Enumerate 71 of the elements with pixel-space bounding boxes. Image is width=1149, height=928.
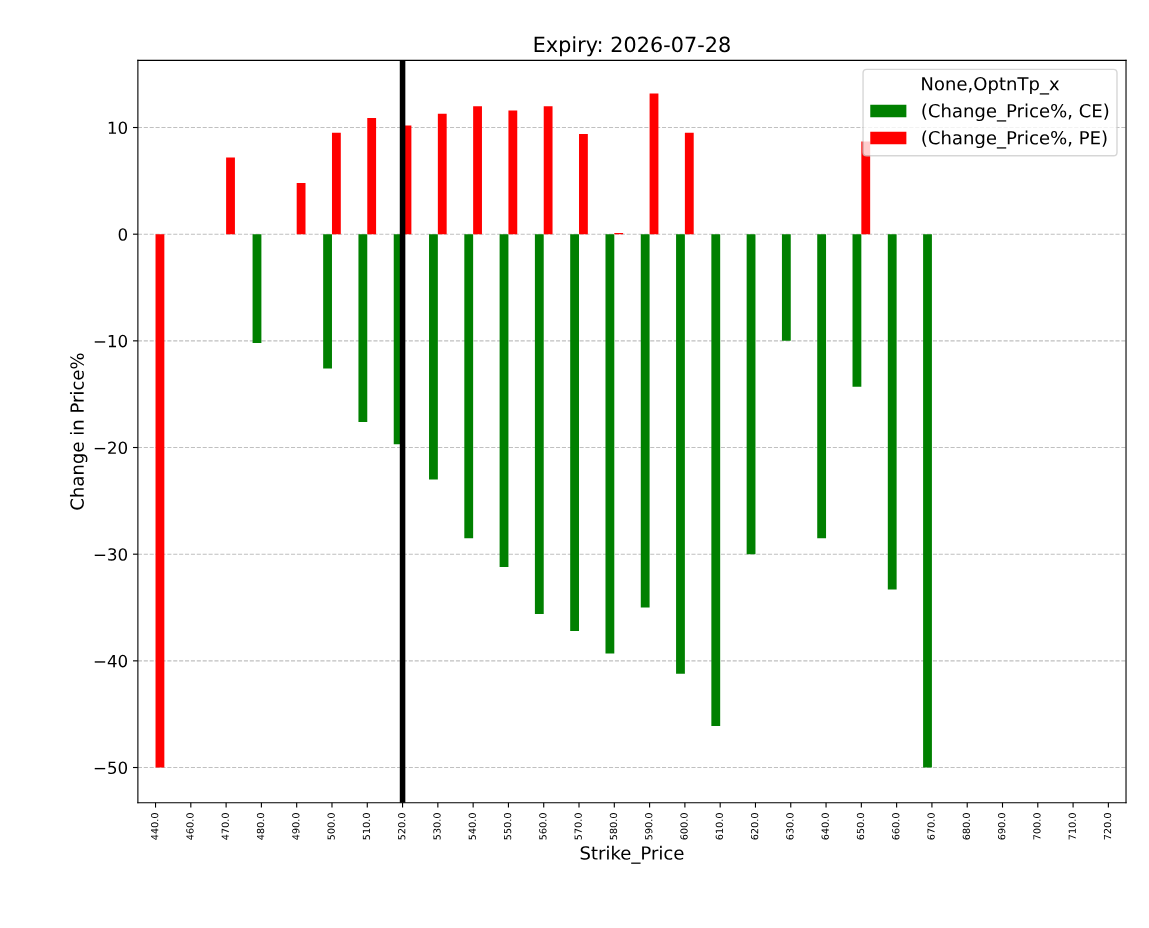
x-tick-label: 660.0 <box>892 813 900 840</box>
y-tick-label: −50 <box>94 761 128 775</box>
chart-title: Expiry: 2026-07-28 <box>534 36 730 57</box>
bar <box>464 234 474 539</box>
bar <box>367 117 377 235</box>
x-tick-label: 600.0 <box>680 813 688 840</box>
bar <box>649 93 659 235</box>
bar <box>543 106 553 235</box>
bar <box>226 157 235 235</box>
bar <box>252 234 262 343</box>
bar <box>781 234 791 341</box>
x-tick-label: 680.0 <box>962 813 971 840</box>
y-tick-label: 10 <box>108 121 128 135</box>
x-tick-label: 440.0 <box>150 813 159 840</box>
x-tick-label: 700.0 <box>1033 813 1041 840</box>
x-tick-label: 610.0 <box>715 813 723 840</box>
bar <box>817 234 827 539</box>
x-tick-label: 620.0 <box>750 813 759 840</box>
bar <box>296 182 306 235</box>
y-tick-label: −40 <box>94 654 128 668</box>
x-tick-label: 500.0 <box>327 813 335 840</box>
y-tick-label: −30 <box>94 548 128 561</box>
bar <box>676 234 685 674</box>
y-tick-label: −20 <box>94 441 128 455</box>
x-tick-label: 510.0 <box>362 813 371 840</box>
x-tick-label: 590.0 <box>645 813 653 840</box>
x-tick-label: 720.0 <box>1103 813 1112 840</box>
bar <box>323 234 332 369</box>
y-tick-label: −10 <box>94 334 128 348</box>
legend-label: (Change_Price%, PE) <box>922 130 1107 149</box>
x-tick-label: 690.0 <box>997 813 1006 840</box>
y-tick-label: 0 <box>118 228 128 241</box>
bar <box>358 234 368 422</box>
bar <box>746 234 756 555</box>
bar <box>499 234 509 567</box>
bar <box>534 234 544 614</box>
bar <box>473 106 482 235</box>
x-tick-label: 710.0 <box>1068 813 1076 840</box>
x-tick-label: 470.0 <box>221 813 229 840</box>
bar <box>331 132 341 235</box>
x-tick-label: 580.0 <box>609 813 618 840</box>
x-tick-label: 560.0 <box>539 813 547 840</box>
legend-label: (Change_Price%, CE) <box>922 103 1109 122</box>
bar <box>684 132 694 235</box>
bar <box>508 110 518 235</box>
bar <box>711 234 721 726</box>
bar <box>640 234 650 608</box>
x-tick-label: 530.0 <box>433 813 441 840</box>
bar <box>570 234 580 631</box>
bar <box>887 234 897 590</box>
x-tick-label: 650.0 <box>856 813 865 840</box>
x-tick-label: 630.0 <box>786 813 794 840</box>
bar <box>923 234 932 768</box>
x-tick-label: 490.0 <box>292 813 300 840</box>
bar <box>429 234 438 480</box>
x-tick-label: 640.0 <box>821 813 829 840</box>
x-tick-label: 540.0 <box>468 813 476 840</box>
x-axis-title: Strike_Price <box>580 845 684 864</box>
x-tick-label: 570.0 <box>574 813 582 840</box>
legend-title: None,OptnTp_x <box>922 76 1060 95</box>
x-tick-label: 480.0 <box>256 813 265 840</box>
y-axis-title: Change in Price% <box>69 353 88 510</box>
x-tick-label: 550.0 <box>503 813 512 840</box>
bar <box>605 234 615 654</box>
bar <box>155 234 165 768</box>
x-tick-label: 460.0 <box>186 813 194 840</box>
bar <box>852 234 862 387</box>
bar <box>579 133 588 235</box>
x-tick-label: 520.0 <box>398 813 406 840</box>
bar <box>437 113 447 235</box>
x-tick-label: 670.0 <box>927 813 935 840</box>
